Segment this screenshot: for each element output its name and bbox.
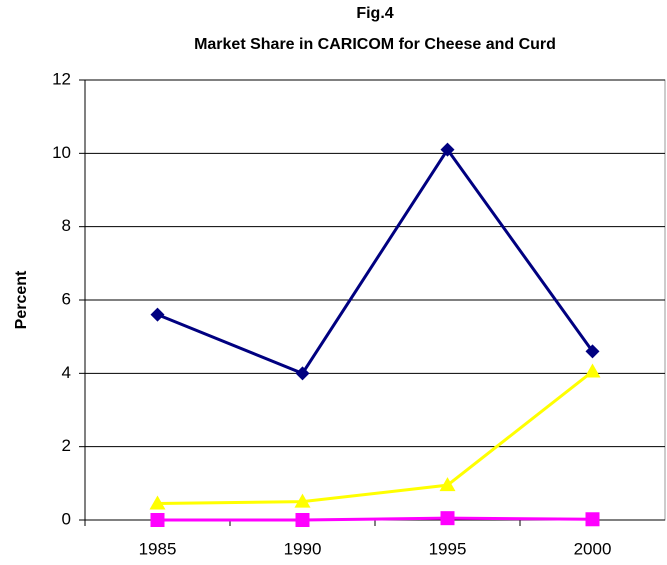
marker (294, 493, 311, 508)
y-tick-label: 0 (62, 509, 71, 528)
marker (295, 513, 310, 527)
x-tick-label: 2000 (574, 539, 612, 558)
y-tick-label: 2 (62, 436, 71, 455)
y-tick-label: 6 (62, 289, 71, 308)
marker (439, 477, 456, 492)
marker (585, 344, 600, 359)
y-tick-label: 8 (62, 216, 71, 235)
x-tick-label: 1995 (429, 539, 467, 558)
y-tick-label: 12 (52, 69, 71, 88)
chart-subtitle: Market Share in CARICOM for Cheese and C… (194, 36, 556, 53)
series-line (156, 147, 594, 376)
x-tick-label: 1990 (284, 539, 322, 558)
marker (150, 307, 165, 322)
chart-title: Fig.4 (356, 5, 393, 22)
marker (150, 513, 165, 527)
series-line (157, 516, 593, 522)
y-axis-label: Percent (13, 270, 30, 329)
marker (440, 511, 455, 526)
marker (440, 142, 455, 157)
series-line (157, 370, 594, 505)
marker (584, 363, 601, 378)
marker (585, 512, 600, 527)
marker (149, 495, 166, 510)
marker (295, 366, 310, 381)
y-tick-label: 10 (52, 143, 71, 162)
x-tick-label: 1985 (139, 539, 177, 558)
y-tick-label: 4 (62, 363, 71, 382)
